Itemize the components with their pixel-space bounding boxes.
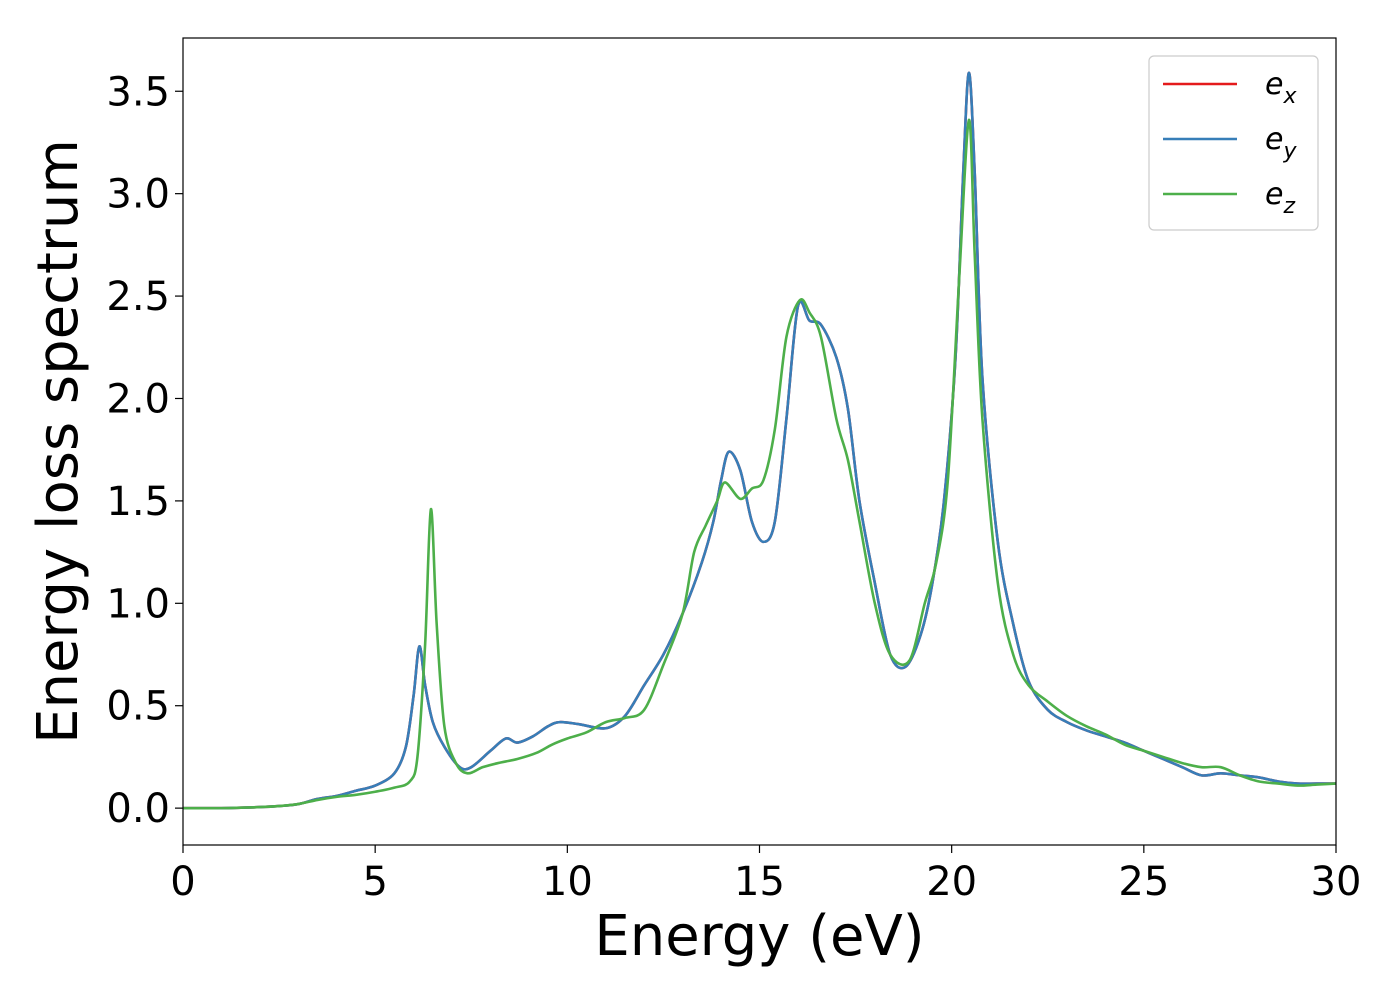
y-tick-label: 0.5 [106,684,170,730]
legend-label-ex: ex [1265,67,1297,109]
x-tick-label: 30 [1311,859,1362,905]
x-tick-label: 5 [362,859,387,905]
series-line-e-z [183,118,1336,810]
y-tick-label: 3.5 [106,69,170,115]
x-tick-label: 15 [734,859,785,905]
series-line-e-y [183,71,1336,810]
x-tick-label: 25 [1118,859,1169,905]
legend-label-ey: ey [1265,122,1297,164]
x-axis-title: Energy (eV) [594,904,924,969]
x-tick-label: 0 [170,859,195,905]
x-tick-label: 20 [926,859,977,905]
y-tick-label: 2.5 [106,274,170,320]
y-axis: 0.0 0.5 1.0 1.5 2.0 2.5 3.0 3.5 [106,69,183,832]
legend: ex ey ez [1148,55,1319,231]
x-axis: 0 5 10 15 20 25 30 [170,845,1361,905]
y-axis-title: Energy loss spectrum [26,139,91,744]
y-tick-label: 1.5 [106,479,170,525]
legend-box [1148,55,1319,231]
y-tick-label: 3.0 [106,172,170,218]
y-tick-label: 0.0 [106,786,170,832]
series-layer [183,71,1336,810]
legend-label-ez: ez [1265,177,1295,219]
y-tick-label: 1.0 [106,581,170,627]
y-tick-label: 2.0 [106,376,170,422]
x-tick-label: 10 [542,859,593,905]
